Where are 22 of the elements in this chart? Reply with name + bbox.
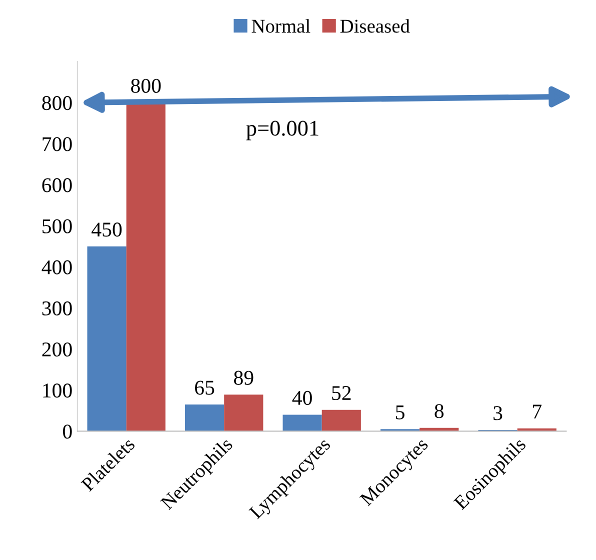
data-label: 450 [92, 222, 122, 237]
data-label: 5 [396, 406, 404, 420]
y-tick-label: 600 [42, 178, 72, 192]
annotation: p=0.001 [246, 120, 318, 140]
data-label: 89 [234, 370, 254, 385]
data-label: 7 [533, 404, 542, 418]
y-tick-label: 800 [42, 96, 72, 110]
y-tick-label: 500 [42, 219, 72, 234]
y-tick-label: 400 [42, 260, 72, 274]
legend-label: Normal [252, 19, 310, 33]
data-label: 65 [195, 380, 214, 395]
data-label: 40 [292, 390, 312, 405]
y-tick-label: 0 [62, 424, 72, 439]
data-label: 800 [131, 78, 161, 93]
y-tick-label: 700 [42, 137, 72, 152]
data-label: 8 [434, 404, 444, 418]
y-tick-label: 300 [42, 301, 72, 316]
data-label: 52 [332, 386, 351, 400]
legend-label: Diseased [340, 19, 410, 33]
data-label: 3 [494, 406, 502, 420]
y-tick-label: 200 [42, 342, 72, 356]
y-tick-label: 100 [43, 384, 72, 398]
